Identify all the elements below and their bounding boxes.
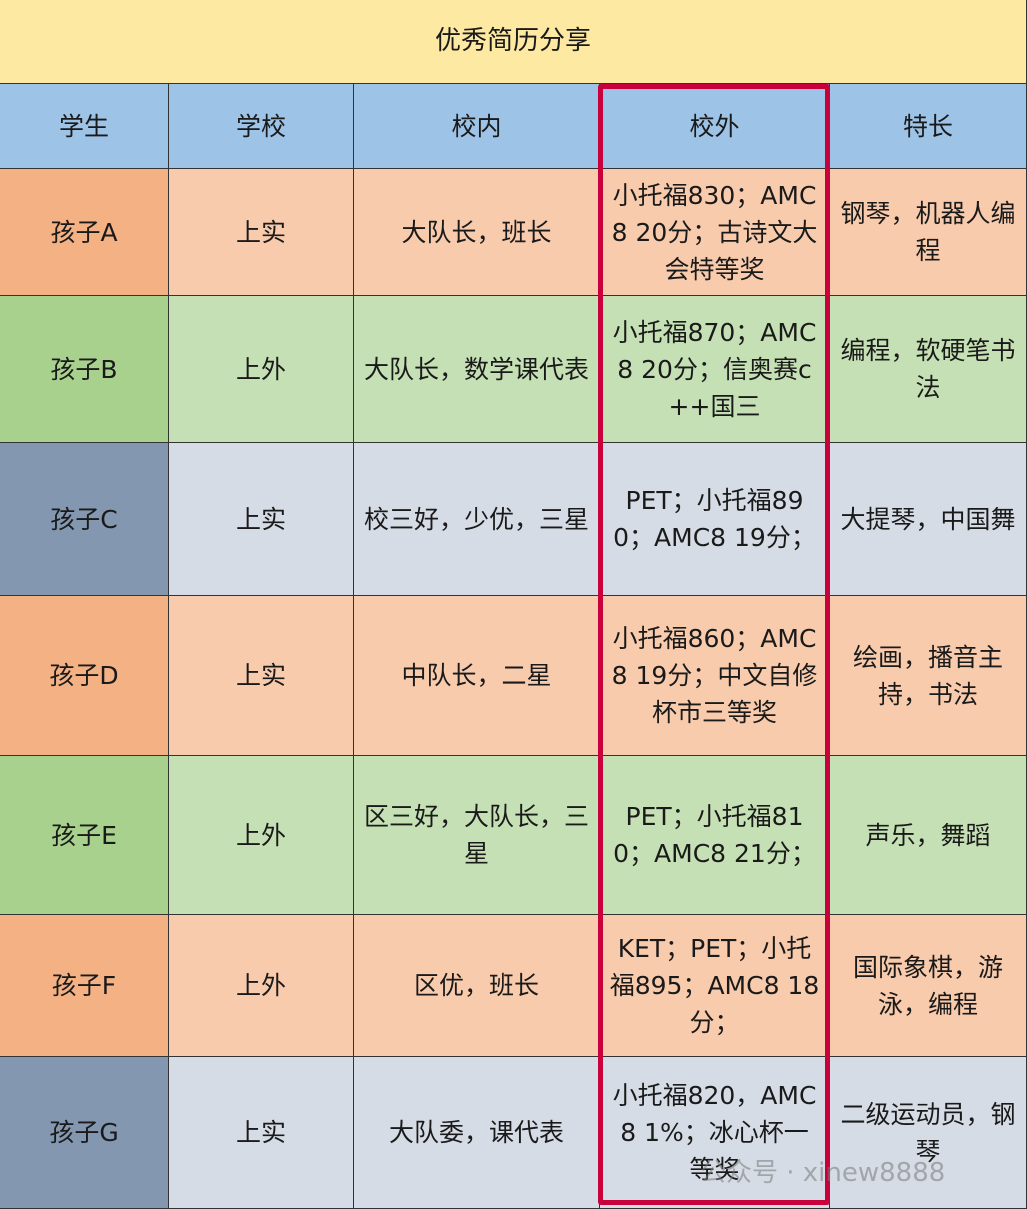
table-cell: 国际象棋，游泳，编程 xyxy=(830,915,1027,1057)
student-cell: 孩子F xyxy=(0,915,169,1057)
header-cell: 校外 xyxy=(600,84,830,169)
watermark: 公众号 · xinew8888 xyxy=(700,1158,946,1188)
table-cell: 编程，软硬笔书法 xyxy=(830,296,1027,443)
student-cell: 孩子G xyxy=(0,1057,169,1209)
table-cell: 上实 xyxy=(169,443,354,596)
table-cell: 中队长，二星 xyxy=(354,596,600,756)
highlight-box xyxy=(598,84,830,1205)
table-cell: 二级运动员，钢琴 xyxy=(830,1057,1027,1209)
header-cell: 学生 xyxy=(0,84,169,169)
table-cell: 区优，班长 xyxy=(354,915,600,1057)
table-title: 优秀简历分享 xyxy=(0,0,1027,84)
student-cell: 孩子D xyxy=(0,596,169,756)
table-cell: 小托福820，AMC8 1%；冰心杯一等奖 xyxy=(600,1057,830,1209)
table-cell: KET；PET；小托福895；AMC8 18分； xyxy=(600,915,830,1057)
student-cell: 孩子B xyxy=(0,296,169,443)
header-cell: 特长 xyxy=(830,84,1027,169)
header-cell: 学校 xyxy=(169,84,354,169)
table-cell: 声乐，舞蹈 xyxy=(830,756,1027,915)
table-cell: 上实 xyxy=(169,596,354,756)
table-cell: 上外 xyxy=(169,296,354,443)
table-cell: 大队长，班长 xyxy=(354,169,600,296)
table-cell: 大队委，课代表 xyxy=(354,1057,600,1209)
header-cell: 校内 xyxy=(354,84,600,169)
table-cell: 上外 xyxy=(169,915,354,1057)
table-cell: 小托福860；AMC8 19分；中文自修杯市三等奖 xyxy=(600,596,830,756)
table-cell: 钢琴，机器人编程 xyxy=(830,169,1027,296)
table-cell: 区三好，大队长，三星 xyxy=(354,756,600,915)
table-cell: 小托福830；AMC8 20分；古诗文大会特等奖 xyxy=(600,169,830,296)
table-cell: PET；小托福890；AMC8 19分； xyxy=(600,443,830,596)
table-cell: 大队长，数学课代表 xyxy=(354,296,600,443)
student-cell: 孩子E xyxy=(0,756,169,915)
student-cell: 孩子A xyxy=(0,169,169,296)
table-cell: 小托福870；AMC8 20分；信奥赛c++国三 xyxy=(600,296,830,443)
table-cell: 上实 xyxy=(169,1057,354,1209)
table-cell: 校三好，少优，三星 xyxy=(354,443,600,596)
table-cell: 上外 xyxy=(169,756,354,915)
table-cell: 上实 xyxy=(169,169,354,296)
table-cell: 大提琴，中国舞 xyxy=(830,443,1027,596)
student-cell: 孩子C xyxy=(0,443,169,596)
table-cell: PET；小托福810；AMC8 21分； xyxy=(600,756,830,915)
table-cell: 绘画，播音主持，书法 xyxy=(830,596,1027,756)
